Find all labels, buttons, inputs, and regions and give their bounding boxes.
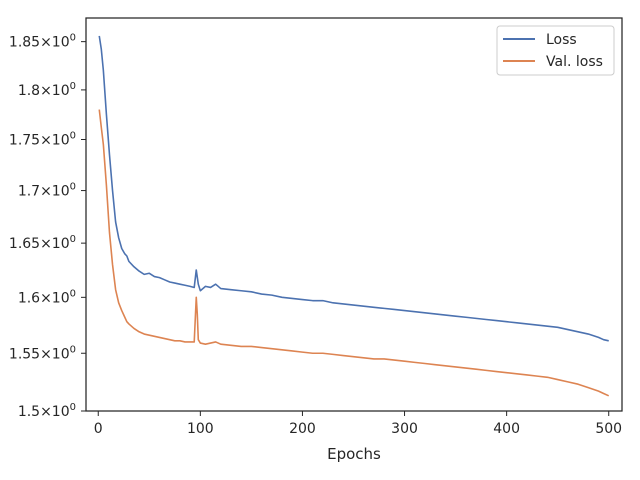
legend-label-val-loss: Val. loss bbox=[546, 54, 603, 70]
x-tick-label: 300 bbox=[391, 421, 418, 437]
x-tick-label: 200 bbox=[289, 421, 316, 437]
y-tick-label: 1.55×100 bbox=[9, 344, 76, 362]
x-tick-label: 500 bbox=[595, 421, 622, 437]
series-layer bbox=[98, 35, 610, 397]
plot-frame bbox=[85, 17, 623, 412]
series-line-val-loss bbox=[98, 109, 610, 397]
y-tick-label: 1.8×100 bbox=[18, 81, 76, 99]
y-tick-label: 1.6×100 bbox=[18, 288, 76, 306]
y-tick-label: 1.65×100 bbox=[9, 234, 76, 252]
x-tick-label: 100 bbox=[187, 421, 214, 437]
x-tick-label: 400 bbox=[493, 421, 520, 437]
x-tick-label: 0 bbox=[94, 421, 103, 437]
series-line-loss bbox=[98, 35, 609, 342]
legend: Loss Val. loss bbox=[496, 25, 615, 76]
y-tick-label: 1.85×100 bbox=[9, 33, 76, 51]
legend-label-loss: Loss bbox=[546, 32, 577, 48]
y-tick-label: 1.7×100 bbox=[18, 182, 76, 200]
y-tick-label: 1.75×100 bbox=[9, 131, 76, 149]
y-tick-label: 1.5×100 bbox=[18, 402, 76, 420]
x-axis: 0 100 200 300 400 500 bbox=[94, 411, 622, 437]
y-axis: 1.5×100 1.55×100 1.6×100 1.65×100 1.7×100 1.7… bbox=[9, 33, 86, 420]
x-axis-title: Epochs bbox=[327, 445, 381, 463]
